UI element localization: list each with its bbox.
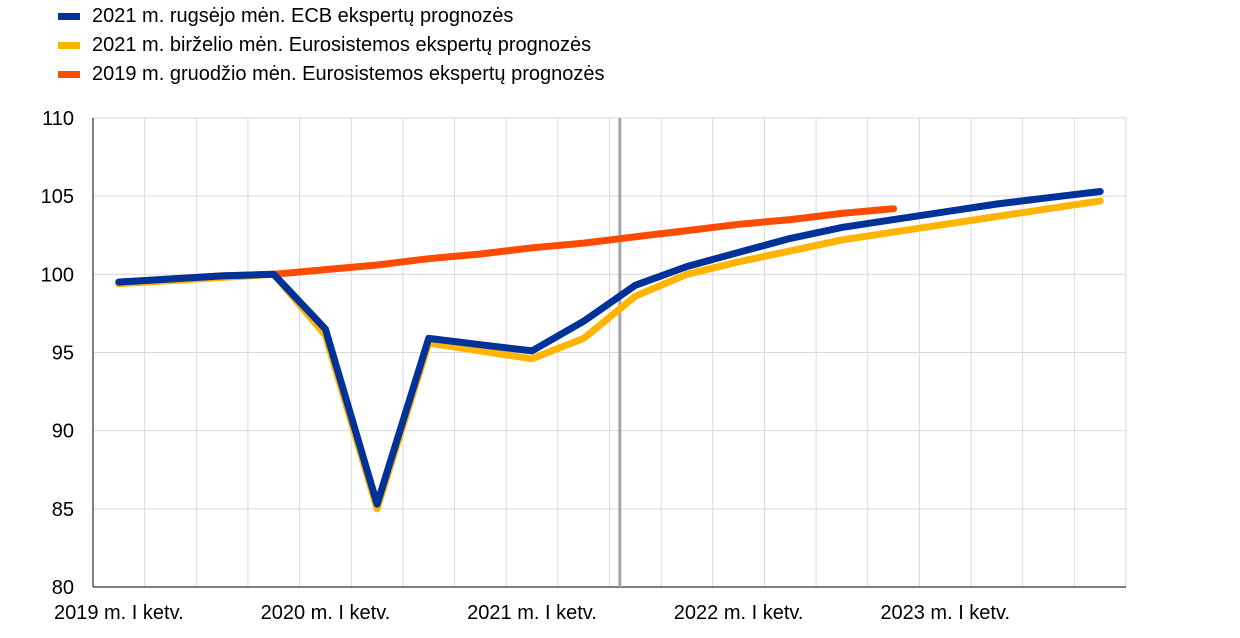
legend-label-jun-2021: 2021 m. birželio mėn. Eurosistemos ekspe… xyxy=(92,34,592,56)
y-tick-label: 110 xyxy=(42,108,74,130)
x-tick-label: 2023 m. I ketv. xyxy=(880,602,1010,624)
legend-label-sep-2021: 2021 m. rugsėjo mėn. ECB ekspertų progno… xyxy=(92,5,514,27)
y-tick-label: 95 xyxy=(52,343,74,365)
legend-item-sep-2021: 2021 m. rugsėjo mėn. ECB ekspertų progno… xyxy=(58,2,605,31)
x-tick-label: 2019 m. I ketv. xyxy=(54,602,184,624)
legend-swatch-dec-2019 xyxy=(58,71,80,78)
tick-labels: 80 85 90 95 100 105 110 2019 m. I ketv. 2020 m. … xyxy=(41,108,1010,624)
y-tick-label: 90 xyxy=(52,421,74,443)
x-tick-label: 2021 m. I ketv. xyxy=(467,602,597,624)
legend-swatch-jun-2021 xyxy=(58,42,80,49)
legend-item-jun-2021: 2021 m. birželio mėn. Eurosistemos ekspe… xyxy=(58,31,605,60)
series-lines xyxy=(115,188,1104,513)
legend: 2021 m. rugsėjo mėn. ECB ekspertų progno… xyxy=(58,2,605,89)
grid xyxy=(93,117,1127,587)
y-tick-label: 105 xyxy=(41,186,74,208)
y-tick-label: 85 xyxy=(52,499,74,521)
y-tick-label: 80 xyxy=(52,577,74,599)
legend-swatch-sep-2021 xyxy=(58,13,80,20)
legend-label-dec-2019: 2019 m. gruodžio mėn. Eurosistemos ekspe… xyxy=(92,63,605,85)
series-line-0 xyxy=(115,188,1104,508)
x-tick-label: 2020 m. I ketv. xyxy=(261,602,391,624)
x-tick-label: 2022 m. I ketv. xyxy=(674,602,804,624)
axes xyxy=(92,118,1126,588)
y-tick-label: 100 xyxy=(41,264,74,286)
legend-item-dec-2019: 2019 m. gruodžio mėn. Eurosistemos ekspe… xyxy=(58,60,605,89)
